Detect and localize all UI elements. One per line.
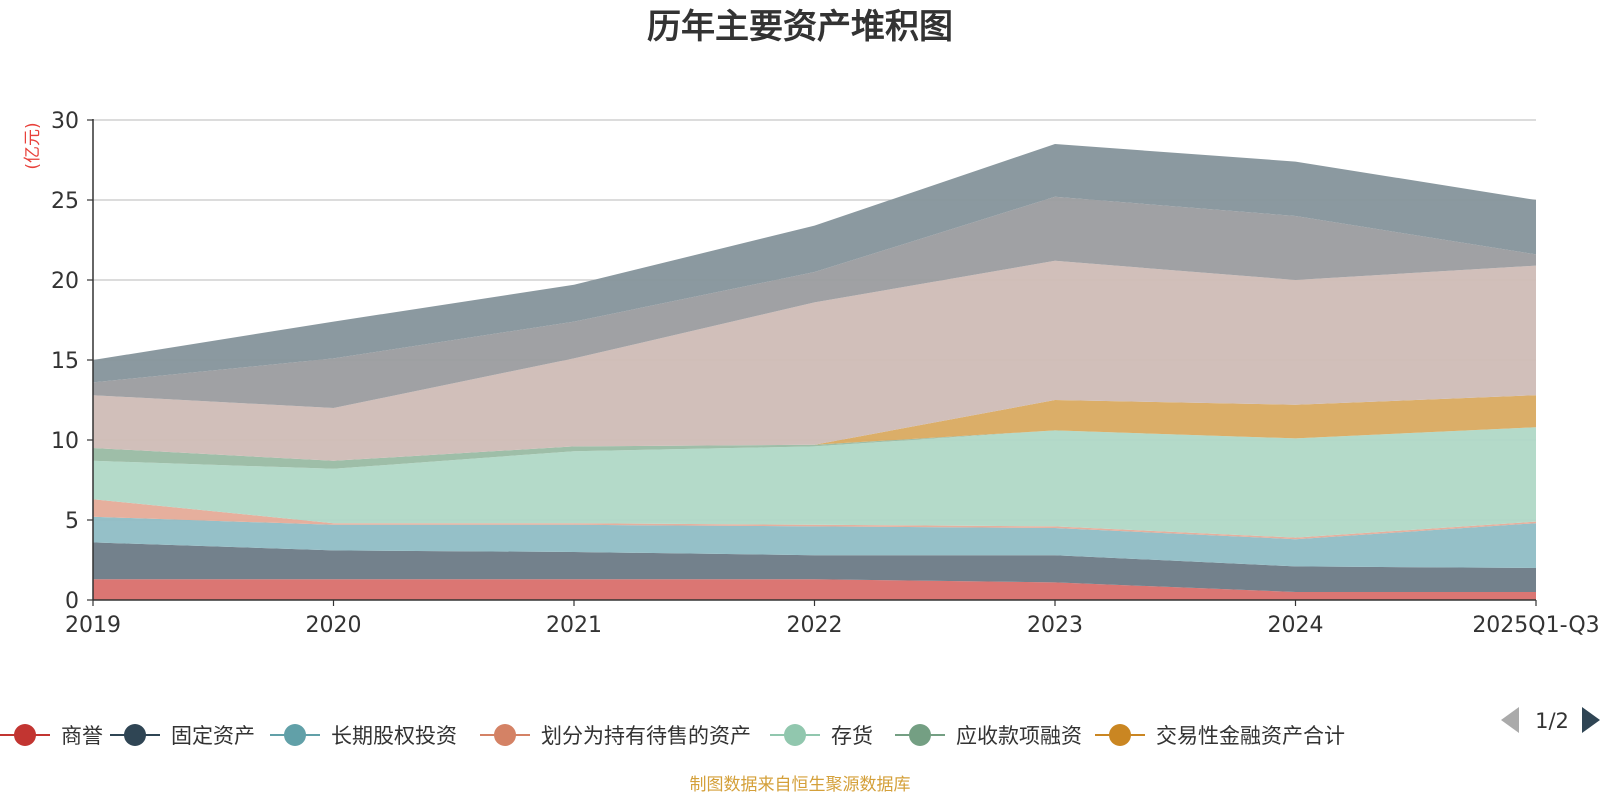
legend-label: 划分为持有待售的资产 [541, 724, 751, 748]
area-9 [93, 196, 1536, 408]
x-tick-label: 2023 [1027, 613, 1083, 638]
y-tick-label: 30 [51, 109, 79, 134]
legend-pager: 1/2 [1501, 707, 1600, 733]
y-axis-unit-label: (亿元) [23, 122, 43, 169]
legend-circle-marker [1109, 724, 1131, 746]
area-series-group [93, 144, 1536, 600]
x-tick-label: 2019 [65, 613, 121, 638]
legend-circle-marker [14, 724, 36, 746]
legend-circle-marker [784, 724, 806, 746]
legend-item[interactable]: 划分为持有待售的资产 [480, 724, 751, 748]
area-10 [93, 144, 1536, 383]
legend-circle-marker [124, 724, 146, 746]
area-2 [93, 542, 1536, 592]
x-tick-label: 2024 [1268, 613, 1324, 638]
legend-page-indicator: 1/2 [1535, 709, 1569, 733]
area-8 [93, 260, 1536, 461]
legend-circle-marker [494, 724, 516, 746]
legend-circle-marker [909, 724, 931, 746]
x-tick-label: 2022 [787, 613, 843, 638]
y-tick-label: 15 [51, 349, 79, 374]
y-axis-ticks: 0 5 10 15 20 25 30 [51, 109, 93, 614]
y-tick-label: 0 [65, 589, 79, 614]
area-3 [93, 516, 1536, 568]
x-tick-label: 2021 [546, 613, 602, 638]
legend-label: 固定资产 [171, 724, 255, 748]
legend-label: 应收款项融资 [956, 724, 1082, 748]
x-tick-label: 2020 [306, 613, 362, 638]
legend-circle-marker [284, 724, 306, 746]
y-tick-label: 10 [51, 429, 79, 454]
area-7 [93, 395, 1536, 461]
data-source-note: 制图数据来自恒生聚源数据库 [690, 775, 911, 795]
area-1 [93, 579, 1536, 600]
legend-next-page-icon[interactable] [1582, 707, 1600, 733]
legend-item[interactable]: 商誉 [0, 724, 103, 748]
legend-item[interactable]: 长期股权投资 [270, 724, 457, 748]
legend-prev-page-icon[interactable] [1501, 707, 1519, 733]
x-axis-ticks: 2019 2020 2021 2022 2023 2024 2025Q1-Q3 [65, 600, 1600, 638]
y-tick-label: 5 [65, 509, 79, 534]
area-5 [93, 427, 1536, 538]
legend-label: 长期股权投资 [331, 724, 457, 748]
legend-item[interactable]: 存货 [770, 724, 873, 748]
y-tick-label: 20 [51, 269, 79, 294]
x-tick-label: 2025Q1-Q3 [1472, 613, 1599, 638]
area-6 [93, 427, 1536, 469]
chart-title: 历年主要资产堆积图 [647, 7, 953, 47]
legend-item[interactable]: 应收款项融资 [895, 724, 1082, 748]
legend-label: 交易性金融资产合计 [1156, 724, 1345, 748]
legend: 商誉 固定资产 长期股权投资 划分为持有待售的资产 存货 应收款项融资 交易性金融资产合计 [0, 724, 1345, 748]
legend-item[interactable]: 交易性金融资产合计 [1095, 724, 1345, 748]
legend-label: 商誉 [61, 724, 103, 748]
legend-item[interactable]: 固定资产 [110, 724, 255, 748]
legend-label: 存货 [831, 724, 873, 748]
y-tick-label: 25 [51, 189, 79, 214]
